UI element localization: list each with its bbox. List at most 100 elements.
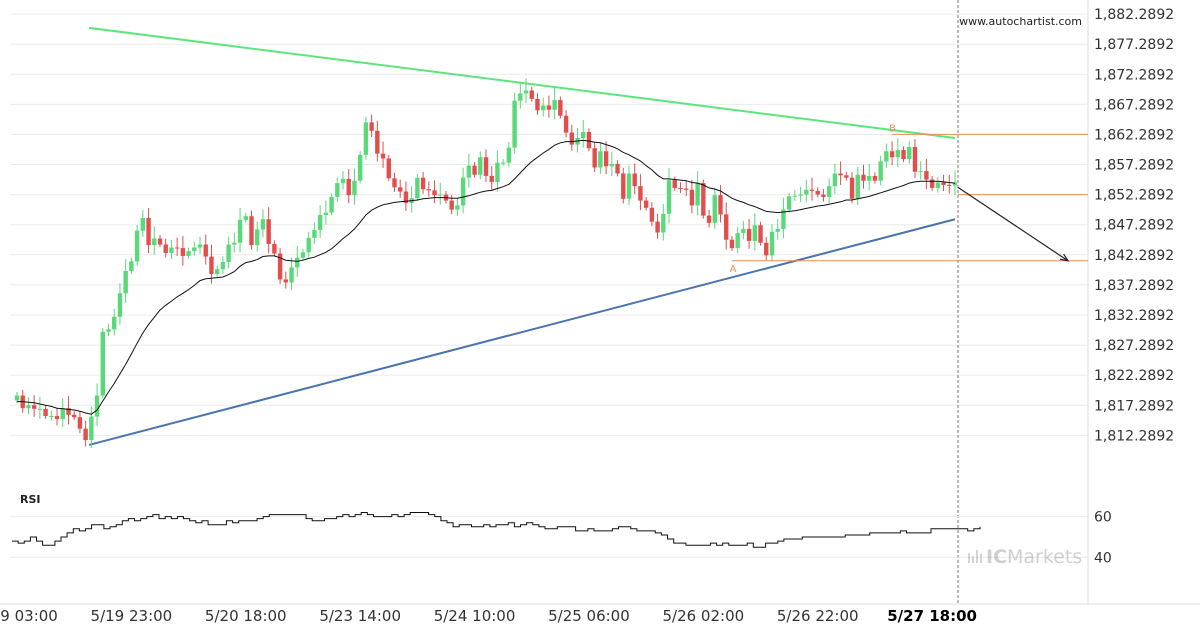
candle [792,195,798,197]
candle [483,157,489,176]
candle [203,244,208,257]
candle [615,163,620,174]
candle [31,405,37,409]
candle [500,162,506,164]
candle [867,175,872,181]
candle [106,329,111,332]
candle [157,238,163,245]
candle [232,242,237,245]
candle [209,256,214,275]
moving-average-line [17,139,956,415]
candle [598,151,603,168]
time-tick-label: 5/26 02:00 [662,607,744,625]
candle [37,408,43,410]
candle [352,180,357,196]
candle [798,194,803,196]
candle [872,175,878,181]
candle [255,229,260,246]
brand-bar-icon [972,556,974,563]
rsi-line [12,512,981,548]
candle [878,161,883,181]
price-tick-label: 1,877.2892 [1094,37,1174,53]
candle [14,395,20,401]
brand-bar-icon [968,553,970,563]
brand-bar-icon [980,554,982,563]
candle [689,189,695,206]
candle [386,158,391,179]
candle [346,178,351,196]
candle [581,131,586,138]
brand-text: ICMarkets [986,546,1082,568]
candle [832,173,838,187]
candle [146,218,151,246]
candle [340,178,346,184]
candle [638,186,643,201]
candle [174,247,180,249]
time-tick-label: 5/19 23:00 [91,607,173,625]
candle [140,218,146,231]
candle [826,186,832,197]
candle [375,130,380,154]
candle [529,90,534,99]
candle [935,182,941,188]
candle [163,244,168,253]
candle [821,194,826,197]
point-b-label: B [889,123,896,134]
candle [901,150,906,160]
brand-watermark: ICMarkets [968,546,1082,568]
rsi-panel [10,490,1088,592]
candle [237,219,243,243]
candle [112,316,117,330]
candle [746,228,752,241]
price-tick-label: 1,842.2892 [1094,248,1174,264]
candle [781,209,786,229]
brand-name: Markets [1007,546,1082,568]
candle [735,233,740,249]
watermark-url: www.autochartist.com [959,15,1082,28]
candle [741,228,746,234]
candle [947,184,952,186]
candle [844,175,849,178]
candle [26,405,31,409]
candle [718,195,723,215]
candle [66,408,71,415]
candle [460,177,466,206]
price-tick-label: 1,832.2892 [1094,308,1174,324]
candle [317,215,323,231]
candle [952,182,958,186]
candle [192,247,197,252]
candle [83,428,88,441]
candle [758,225,763,243]
candle [895,150,901,158]
candle [329,196,334,213]
candle [907,147,912,160]
time-tick-label: 5/27 18:00 [887,607,977,625]
candle [838,173,843,176]
price-tick-label: 1,837.2892 [1094,278,1174,294]
candle [117,293,123,317]
candle [506,147,512,163]
candle [449,200,454,210]
price-tick-label: 1,827.2892 [1094,338,1174,354]
candle [489,175,494,182]
candle [775,228,780,232]
time-tick-label: 5/26 22:00 [777,607,859,625]
candle [849,177,855,199]
candle [323,212,329,216]
price-tick-label: 1,812.2892 [1094,428,1174,444]
candle [71,414,77,418]
candle [466,165,472,178]
time-tick-label: 5/19 03:00 [0,607,58,625]
candle [306,237,311,253]
candle [661,213,666,233]
brand-prefix: IC [986,546,1007,568]
candle [260,219,266,230]
rsi-tick-label: 40 [1094,550,1112,566]
candle [249,216,254,246]
candle [546,105,552,110]
candle [180,248,186,256]
candle [472,165,477,175]
candle [54,416,60,420]
candle [769,231,775,256]
